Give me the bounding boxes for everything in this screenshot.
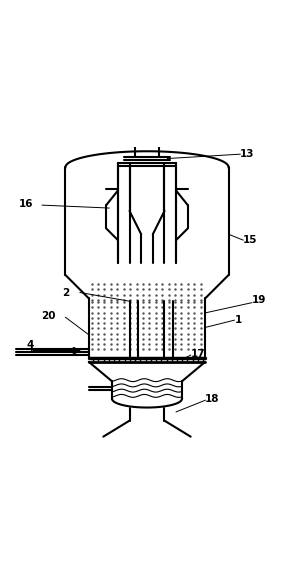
Text: 2: 2 [62, 287, 69, 298]
Text: 16: 16 [19, 199, 33, 209]
Text: 19: 19 [252, 295, 266, 305]
Text: 13: 13 [240, 149, 255, 159]
Text: 1: 1 [234, 315, 242, 325]
Text: 18: 18 [205, 394, 220, 404]
Text: 17: 17 [191, 349, 205, 359]
Text: 4: 4 [27, 340, 34, 350]
Text: 15: 15 [243, 235, 258, 245]
Text: 20: 20 [41, 311, 55, 321]
